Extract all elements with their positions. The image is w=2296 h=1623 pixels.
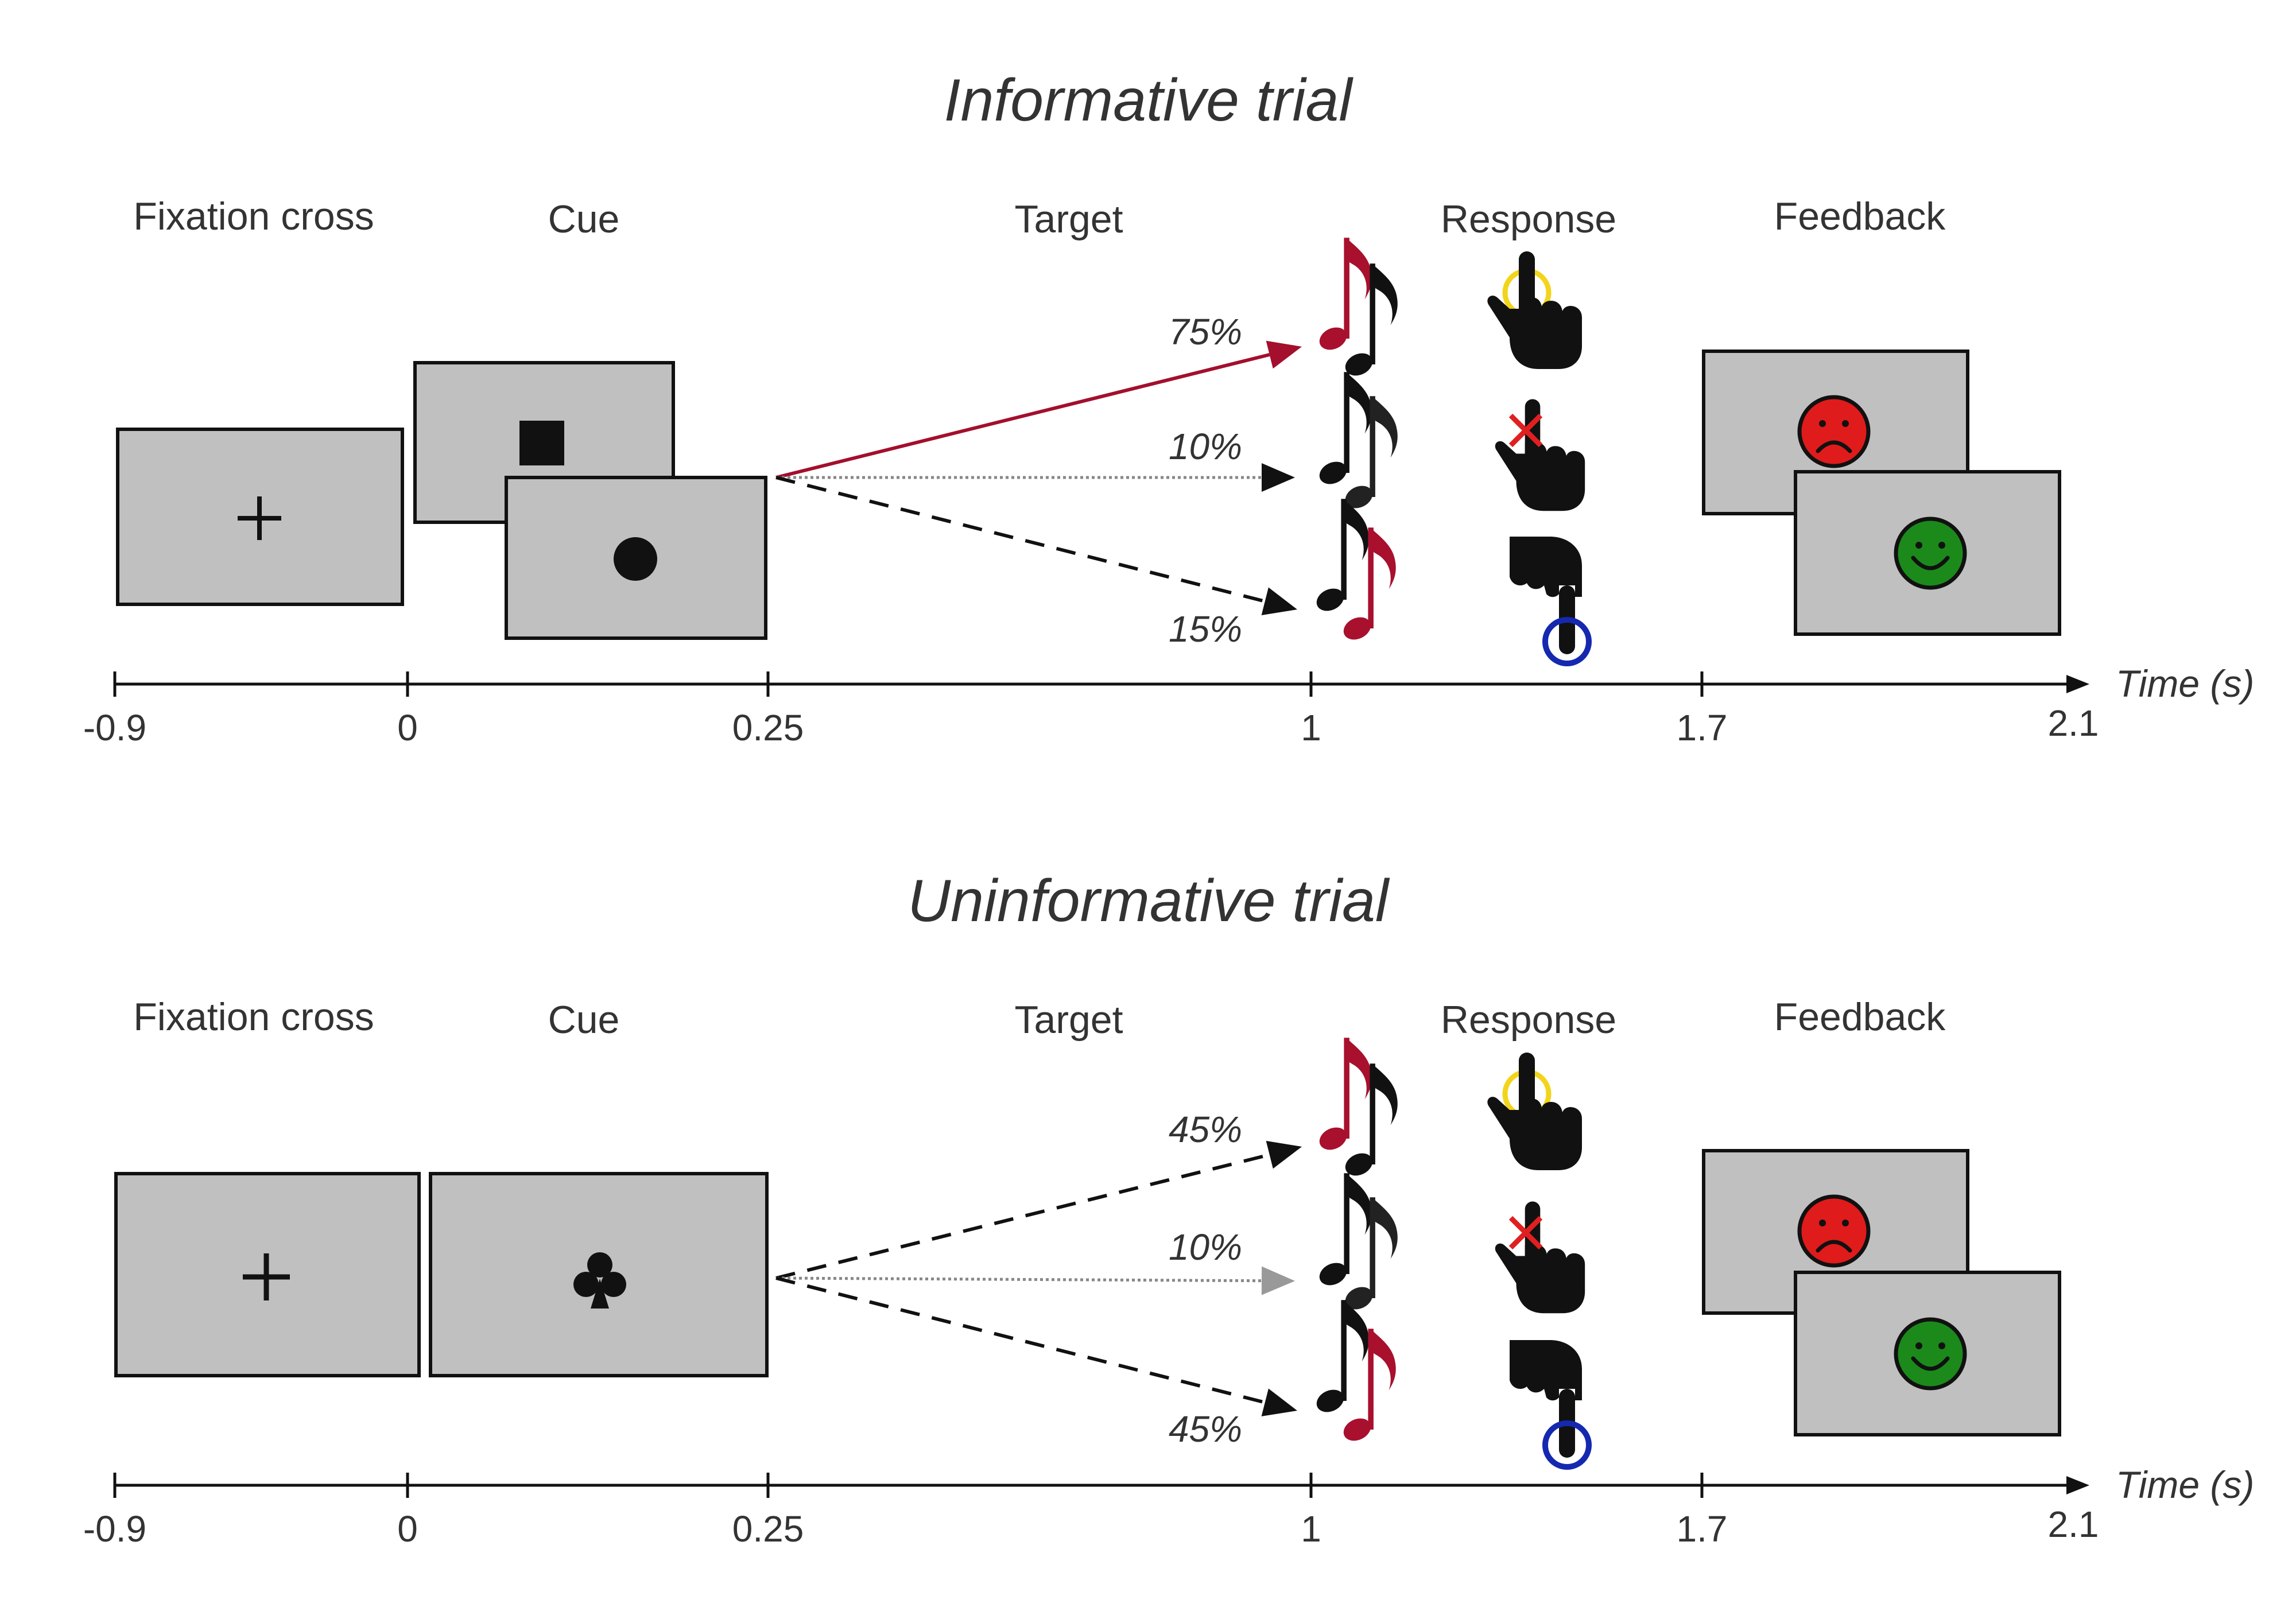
stage-label-4: Feedback	[1774, 195, 1946, 238]
sad-face-icon	[1797, 1194, 1871, 1268]
axis-label: Time (s)	[2116, 1463, 2254, 1506]
sad-face-icon	[1797, 395, 1871, 468]
outcome-arrowhead-0	[1266, 340, 1302, 369]
outcome-arrowhead-1	[1262, 463, 1295, 492]
probability-label-0: 75%	[1169, 311, 1242, 352]
red-cross-icon	[1508, 413, 1543, 448]
outcome-arrow-2	[775, 476, 1266, 603]
tick-label-3: 1	[1301, 707, 1321, 748]
tick-label-2: 0.25	[732, 1508, 804, 1550]
outcome-arrow-2	[775, 1276, 1266, 1404]
probability-label-2: 15%	[1169, 608, 1242, 650]
probability-label-2: 45%	[1169, 1408, 1242, 1450]
outcome-arrowhead-1	[1261, 1266, 1295, 1295]
tick-label-2: 0.25	[732, 707, 804, 748]
tick-label-4: 1.7	[1677, 707, 1728, 748]
stage-label-1: Cue	[548, 998, 620, 1042]
stage-label-4: Feedback	[1774, 995, 1946, 1039]
note-icon-0-2-a	[1313, 499, 1369, 615]
probability-label-1: 10%	[1169, 426, 1242, 467]
stage-label-2: Target	[1015, 998, 1123, 1042]
outcome-arrowhead-2	[1261, 587, 1297, 615]
stage-label-0: Fixation cross	[133, 995, 374, 1039]
probability-label-1: 10%	[1169, 1226, 1242, 1268]
outcome-arrowhead-2	[1261, 1388, 1297, 1416]
happy-face-icon	[1894, 517, 1967, 590]
tick-label-5: 2.1	[2048, 702, 2099, 744]
note-icon-0-0-a	[1316, 238, 1372, 354]
stage-label-2: Target	[1015, 197, 1123, 241]
touch-ring-blue	[1542, 617, 1592, 666]
tick-label-1: 0	[397, 707, 418, 748]
red-cross-icon	[1508, 1216, 1543, 1250]
informative-panel: Informative trial Fixation cross Cue Target…	[83, 67, 2255, 748]
tick-label-0: -0.9	[83, 707, 146, 748]
cue-screen	[429, 1172, 769, 1377]
uninformative-panel: Uninformative trial Fixation cross Cue Targ…	[83, 868, 2255, 1550]
touch-yellow-icon	[1487, 1053, 1582, 1170]
stage-label-1: Cue	[548, 197, 620, 241]
time-axis-arrowhead	[2066, 1476, 2089, 1494]
tick-label-0: -0.9	[83, 1508, 146, 1550]
stage-label-3: Response	[1441, 197, 1616, 241]
time-axis-arrowhead	[2066, 675, 2089, 693]
circle-icon	[614, 537, 657, 581]
outcome-arrow-1	[775, 1276, 1262, 1283]
touch-ring-blue	[1542, 1420, 1592, 1470]
panel-title: Uninformative trial	[907, 868, 1390, 934]
note-icon-1-1-a	[1316, 1173, 1372, 1290]
note-icon-1-0-a	[1316, 1038, 1372, 1154]
club-icon	[573, 1252, 626, 1309]
outcome-arrow-0	[775, 1153, 1270, 1280]
note-icon-1-2-a	[1313, 1300, 1369, 1416]
tick-label-4: 1.7	[1677, 1508, 1728, 1550]
happy-face-icon	[1894, 1317, 1967, 1391]
touch-yellow-icon	[1487, 251, 1582, 369]
outcome-arrow-0	[775, 353, 1270, 479]
tick-label-5: 2.1	[2048, 1504, 2099, 1545]
stage-label-0: Fixation cross	[133, 195, 374, 238]
tick-label-1: 0	[397, 1508, 418, 1550]
panel-title: Informative trial	[944, 67, 1354, 134]
outcome-arrowhead-0	[1266, 1140, 1302, 1169]
axis-label: Time (s)	[2116, 662, 2254, 705]
tick-label-3: 1	[1301, 1508, 1321, 1550]
square-icon	[519, 421, 564, 465]
probability-label-0: 45%	[1169, 1109, 1242, 1150]
note-icon-0-1-a	[1316, 372, 1372, 488]
stage-label-3: Response	[1441, 998, 1616, 1042]
